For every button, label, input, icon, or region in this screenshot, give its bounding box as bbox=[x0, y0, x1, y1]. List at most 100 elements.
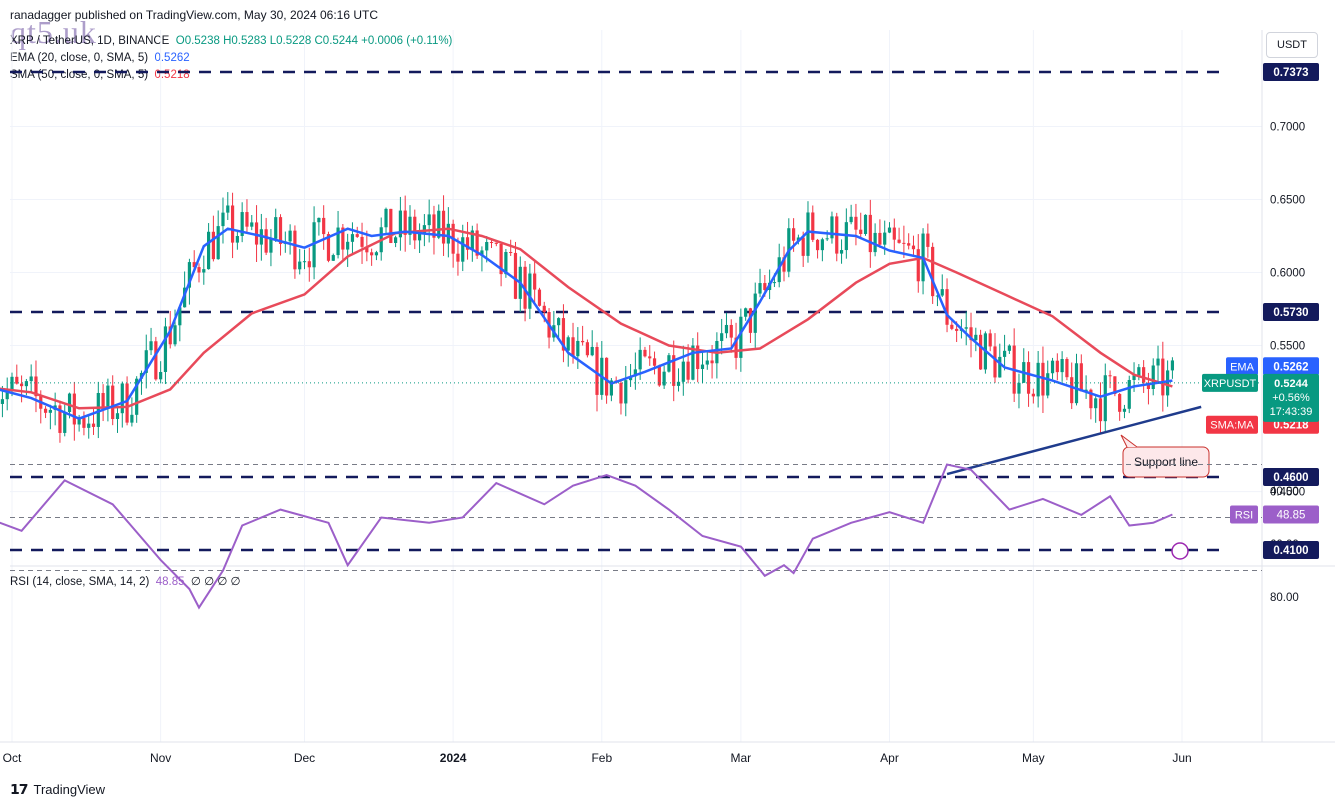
candle-body bbox=[1108, 375, 1112, 377]
candle bbox=[1122, 404, 1127, 419]
candle bbox=[465, 221, 470, 260]
candle-body bbox=[307, 261, 311, 268]
candle-body bbox=[883, 232, 887, 245]
candle-body bbox=[859, 229, 863, 235]
candle bbox=[494, 242, 498, 247]
candle-body bbox=[250, 222, 254, 227]
candle bbox=[499, 243, 503, 287]
time-axis-label: Oct bbox=[3, 751, 22, 765]
candle-body bbox=[15, 376, 19, 384]
candle-body bbox=[192, 262, 196, 268]
currency-selector[interactable]: USDT bbox=[1266, 32, 1318, 58]
ema-legend[interactable]: EMA (20, close, 0, SMA, 5) 0.5262 bbox=[10, 52, 190, 64]
candle bbox=[408, 205, 412, 245]
candle bbox=[964, 311, 968, 346]
candle-body bbox=[144, 350, 148, 373]
candle-body bbox=[206, 231, 211, 270]
candle-body bbox=[729, 324, 733, 338]
ema-value: 0.5262 bbox=[154, 52, 190, 64]
candle-body bbox=[465, 237, 470, 250]
candle-body bbox=[341, 227, 345, 250]
candle-body bbox=[504, 251, 508, 275]
symbol-name-chip-bg bbox=[1202, 373, 1258, 392]
candle-body bbox=[825, 238, 829, 240]
candle-body bbox=[278, 217, 283, 244]
candle bbox=[350, 222, 355, 256]
candle-body bbox=[82, 417, 86, 428]
candle-body bbox=[1103, 375, 1107, 422]
candle-body bbox=[48, 409, 52, 413]
candle-body bbox=[849, 216, 853, 223]
sma-line bbox=[0, 227, 1173, 410]
candle-body bbox=[163, 326, 168, 372]
candle bbox=[235, 231, 239, 250]
rsi-name-chip-bg bbox=[1230, 505, 1258, 524]
candle bbox=[552, 310, 556, 342]
candle-body bbox=[96, 392, 100, 427]
candle-body bbox=[691, 345, 695, 380]
rsi-value-tag: 48.85 bbox=[1277, 509, 1306, 521]
candle bbox=[178, 307, 182, 342]
support-callout-box bbox=[1122, 446, 1210, 478]
footer[interactable]: 𝟭𝟳 TradingView bbox=[10, 781, 105, 798]
candle bbox=[835, 212, 839, 262]
candle bbox=[581, 325, 585, 346]
candle bbox=[374, 250, 379, 261]
candle-body bbox=[561, 318, 566, 351]
rsi-legend[interactable]: RSI (14, close, SMA, 14, 2) 48.85 ∅ ∅ ∅ … bbox=[10, 574, 241, 588]
symbol-legend[interactable]: XRP / TetherUS, 1D, BINANCE O0.5238 H0.5… bbox=[10, 35, 452, 47]
candle bbox=[1127, 375, 1131, 414]
candle bbox=[489, 239, 494, 249]
candle-body bbox=[1046, 373, 1050, 396]
candle-body bbox=[130, 414, 134, 423]
level-price-tag: 0.4100 bbox=[1273, 545, 1308, 557]
candle-body bbox=[820, 239, 824, 251]
candle bbox=[830, 211, 834, 244]
candle-body bbox=[216, 226, 220, 260]
level-price-tag: 0.5730 bbox=[1273, 307, 1308, 319]
candle bbox=[230, 192, 235, 259]
candle-body bbox=[988, 333, 992, 347]
candle-body bbox=[542, 305, 546, 313]
candle bbox=[360, 222, 364, 264]
candle-body bbox=[830, 216, 834, 239]
candle bbox=[863, 214, 868, 236]
candle-body bbox=[374, 252, 379, 256]
candle-body bbox=[576, 340, 580, 357]
candle-body bbox=[1170, 360, 1175, 371]
candle bbox=[456, 237, 460, 276]
candle bbox=[1137, 363, 1141, 381]
candle-body bbox=[1089, 389, 1093, 409]
candle-body bbox=[288, 230, 292, 242]
candle bbox=[859, 212, 863, 240]
candle bbox=[403, 195, 407, 252]
candle-body bbox=[370, 252, 374, 256]
candle-body bbox=[1031, 393, 1035, 397]
rsi-tick-label: 80.00 bbox=[1270, 592, 1299, 604]
candle bbox=[15, 364, 19, 385]
candle bbox=[691, 338, 695, 381]
candle-body bbox=[1002, 350, 1007, 357]
candle-body bbox=[1151, 365, 1155, 390]
candle-body bbox=[585, 342, 590, 356]
candle bbox=[1017, 373, 1021, 409]
candle bbox=[672, 340, 676, 402]
candle bbox=[734, 322, 738, 370]
candle bbox=[370, 248, 374, 266]
rsi-panel bbox=[0, 463, 1262, 610]
candle bbox=[5, 377, 9, 411]
candle bbox=[19, 375, 24, 403]
candle bbox=[744, 307, 748, 321]
candle-body bbox=[221, 212, 225, 227]
candle-body bbox=[135, 378, 139, 415]
sma-name-chip-bg bbox=[1206, 415, 1258, 434]
candle bbox=[163, 317, 168, 385]
candle-body bbox=[432, 214, 436, 238]
candle bbox=[120, 381, 124, 428]
candle-body bbox=[202, 269, 206, 273]
candle-body bbox=[1017, 382, 1021, 394]
candle-body bbox=[494, 242, 498, 244]
time-axis-label: 2024 bbox=[440, 751, 467, 765]
candle-body bbox=[91, 423, 96, 427]
